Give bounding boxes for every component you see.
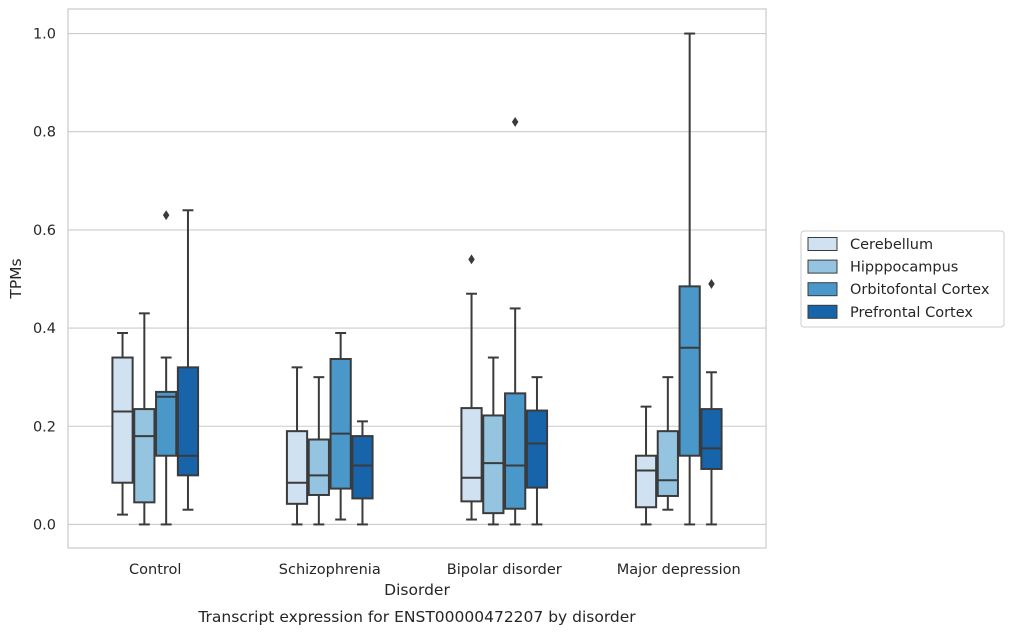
outlier-marker — [468, 254, 475, 265]
legend-label: Hipppocampus — [850, 260, 958, 276]
box-cerebellum — [111, 331, 134, 516]
box-orbitofontal-cortex — [504, 116, 527, 526]
y-axis-label: TPMs — [7, 258, 25, 299]
box-prefrontal-cortex — [351, 420, 374, 526]
box-orbitofontal-cortex — [329, 331, 352, 521]
y-tick-label: 0.4 — [33, 321, 56, 337]
box-prefrontal-cortex — [525, 376, 549, 526]
x-tick-label: Major depression — [617, 562, 741, 578]
box-iqr — [307, 438, 330, 496]
box-iqr — [351, 435, 374, 500]
chart-caption: Transcript expression for ENST0000047220… — [197, 608, 636, 626]
plot-area-frame — [67, 8, 767, 549]
y-tick-label: 0.2 — [33, 419, 56, 435]
box-prefrontal-cortex — [176, 209, 200, 511]
outlier-marker — [162, 210, 170, 221]
x-tick-label: Control — [129, 562, 181, 578]
y-tick-label: 0.6 — [33, 223, 56, 239]
box-iqr — [634, 454, 658, 509]
x-tick-label: Bipolar disorder — [447, 562, 562, 578]
legend-label: Cerebellum — [850, 237, 933, 253]
box-series — [111, 32, 723, 526]
box-hipppocampus — [482, 356, 505, 526]
legend-swatch — [807, 237, 838, 251]
box-hipppocampus — [656, 376, 679, 511]
x-axis-ticks: Control Schizophrenia Bipolar disorder Majo… — [129, 562, 741, 578]
legend-frame — [800, 230, 1005, 328]
legend: Cerebellum Hipppocampus Orbitofontal Corte… — [800, 230, 1005, 328]
box-hipppocampus — [133, 312, 156, 526]
box-iqr — [460, 407, 483, 503]
box-iqr — [482, 414, 505, 515]
box-iqr — [525, 409, 549, 489]
box-orbitofontal-cortex — [678, 32, 701, 526]
y-tick-label: 0.8 — [33, 125, 56, 141]
x-axis-label: Disorder — [384, 581, 450, 599]
y-axis-ticks: 0.0 0.2 0.4 0.6 0.8 1.0 — [33, 27, 56, 534]
legend-label: Orbitofontal Cortex — [850, 282, 990, 298]
y-tick-label: 0.0 — [33, 517, 56, 533]
box-cerebellum — [285, 366, 309, 526]
box-iqr — [504, 392, 527, 510]
y-tick-label: 1.0 — [33, 27, 56, 43]
box-iqr — [678, 285, 701, 457]
box-iqr — [656, 430, 679, 497]
legend-swatch — [807, 282, 838, 297]
box-iqr — [700, 408, 723, 470]
box-iqr — [111, 356, 134, 484]
legend-swatch — [807, 259, 838, 274]
box-cerebellum — [634, 405, 658, 526]
outlier-marker — [708, 278, 715, 289]
box-iqr — [285, 430, 309, 505]
box-iqr — [176, 366, 200, 477]
box-iqr — [133, 408, 156, 504]
outlier-marker — [511, 116, 519, 127]
box-cerebellum — [460, 254, 483, 521]
legend-swatch — [807, 304, 838, 319]
box-iqr — [155, 390, 178, 457]
box-prefrontal-cortex — [700, 278, 723, 526]
box-iqr — [329, 358, 352, 490]
box-hipppocampus — [307, 376, 330, 526]
box-orbitofontal-cortex — [155, 210, 178, 526]
legend-label: Prefrontal Cortex — [850, 305, 973, 321]
x-tick-label: Schizophrenia — [279, 562, 381, 578]
